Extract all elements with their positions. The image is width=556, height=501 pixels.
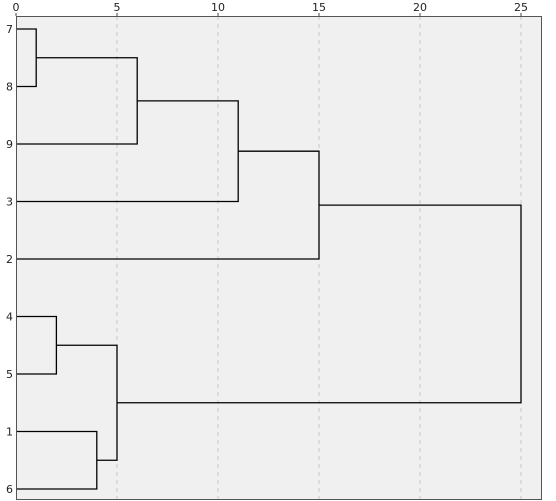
leaf-label: 8 [6, 81, 13, 94]
x-tick-label: 20 [413, 1, 427, 14]
x-tick-label: 25 [514, 1, 528, 14]
leaf-label: 7 [6, 23, 13, 36]
plot-background [16, 16, 542, 500]
x-tick-label: 15 [312, 1, 326, 14]
dendrogram-link [117, 204, 522, 404]
leaf-label: 4 [6, 311, 13, 324]
leaf-label: 5 [6, 368, 13, 381]
x-axis-ticks: 0 5 10 15 20 25 [13, 1, 528, 16]
leaf-label: 9 [6, 138, 13, 151]
leaf-label: 3 [6, 196, 13, 209]
leaf-label: 1 [6, 426, 13, 439]
plot-frame [16, 16, 542, 500]
leaf-label: 2 [6, 253, 13, 266]
dendrogram-links [16, 28, 522, 490]
x-tick-label: 5 [114, 1, 121, 14]
x-tick-label: 10 [211, 1, 225, 14]
x-tick-label: 0 [13, 1, 20, 14]
leaf-labels: 7 8 9 3 2 4 5 1 6 [6, 23, 13, 496]
leaf-label: 6 [6, 483, 13, 496]
